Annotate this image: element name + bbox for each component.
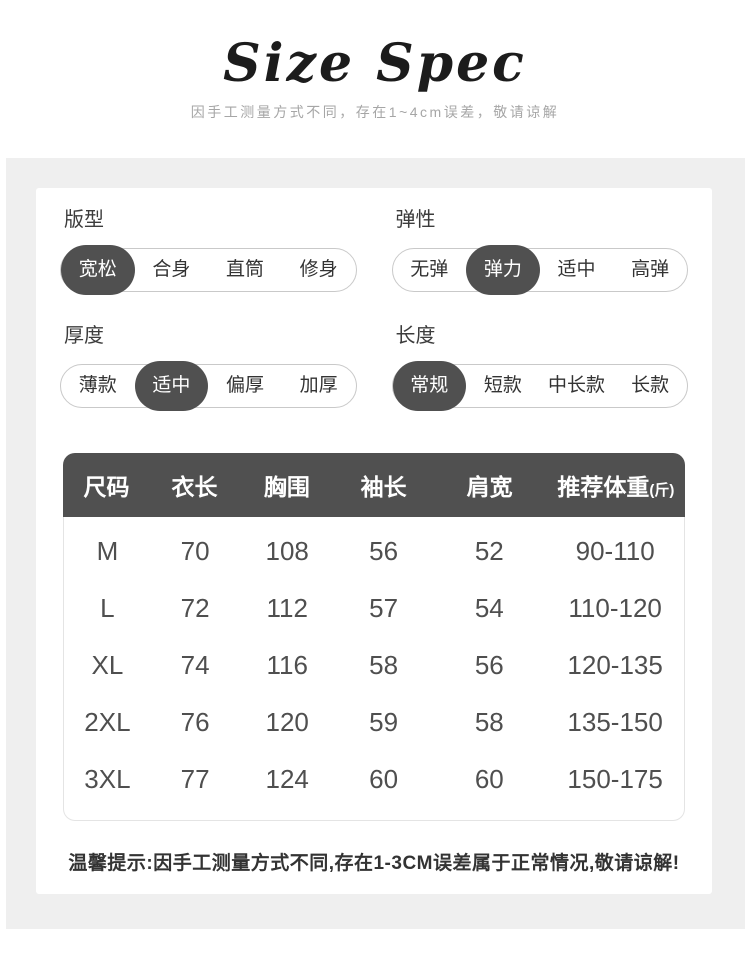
cell-bust: 120 xyxy=(265,707,309,737)
length-option-regular[interactable]: 常规 xyxy=(392,361,467,411)
cell-sleeve: 58 xyxy=(369,650,399,680)
filter-group-thickness: 厚度 薄款 适中 偏厚 加厚 xyxy=(60,324,357,411)
cell-bust: 116 xyxy=(266,650,308,680)
cell-sleeve: 56 xyxy=(369,536,399,566)
cell-weight: 90-110 xyxy=(575,536,655,566)
fit-option-slim[interactable]: 修身 xyxy=(299,259,338,280)
column-header-sleeve: 袖长 xyxy=(360,474,407,500)
cell-weight: 120-135 xyxy=(567,650,663,680)
cell-garment-length: 72 xyxy=(180,593,210,623)
elasticity-option-none[interactable]: 无弹 xyxy=(410,259,449,280)
table-row: L 72 112 57 54 110-120 xyxy=(64,580,684,637)
cell-bust: 124 xyxy=(265,764,309,794)
table-row: 2XL 76 120 59 58 135-150 xyxy=(64,694,684,751)
length-option-group: 常规 短款 中长款 长款 xyxy=(391,361,688,411)
column-header-weight-text: 推荐体重 xyxy=(557,474,650,500)
filter-label-length: 长度 xyxy=(395,325,436,347)
thickness-option-thicker[interactable]: 偏厚 xyxy=(226,375,265,396)
page-title: Size Spec xyxy=(223,33,527,94)
cell-weight: 150-175 xyxy=(567,764,663,794)
fit-option-group: 宽松 合身 直筒 修身 xyxy=(60,245,357,295)
elasticity-option-medium[interactable]: 适中 xyxy=(557,259,596,280)
fit-option-straight[interactable]: 直筒 xyxy=(226,259,265,280)
size-table-body: M 70 108 56 52 90-110 L 72 112 57 54 110… xyxy=(63,517,685,821)
cell-garment-length: 74 xyxy=(180,650,210,680)
cell-size: L xyxy=(100,593,115,623)
cell-size: M xyxy=(96,536,119,566)
cell-shoulder: 60 xyxy=(474,764,504,794)
filter-group-length: 长度 常规 短款 中长款 长款 xyxy=(391,324,688,411)
cell-bust: 108 xyxy=(265,536,309,566)
weight-unit-label: (斤) xyxy=(649,482,675,499)
measurement-note: 温馨提示:因手工测量方式不同,存在1-3CM误差属于正常情况,敬请谅解! xyxy=(68,853,680,874)
elasticity-option-group: 无弹 弹力 适中 高弹 xyxy=(391,245,688,295)
cell-size: XL xyxy=(91,650,124,680)
page-subtitle: 因手工测量方式不同，存在1~4cm误差，敬请谅解 xyxy=(190,104,560,120)
filter-group-elasticity: 弹性 无弹 弹力 适中 高弹 xyxy=(391,208,688,295)
column-header-size: 尺码 xyxy=(83,474,130,500)
cell-sleeve: 59 xyxy=(369,707,399,737)
cell-weight: 110-120 xyxy=(568,593,662,623)
fit-option-fitted[interactable]: 合身 xyxy=(152,259,191,280)
cell-weight: 135-150 xyxy=(567,707,663,737)
length-option-short[interactable]: 短款 xyxy=(483,375,522,396)
cell-shoulder: 52 xyxy=(474,536,504,566)
thickness-option-medium[interactable]: 适中 xyxy=(134,361,209,411)
cell-sleeve: 57 xyxy=(369,593,399,623)
size-table-header: 尺码 衣长 胸围 袖长 肩宽 推荐体重(斤) xyxy=(63,453,685,517)
size-table: 尺码 衣长 胸围 袖长 肩宽 推荐体重(斤) M 70 108 56 52 90… xyxy=(63,453,685,821)
table-row: M 70 108 56 52 90-110 xyxy=(64,523,684,580)
filter-label-thickness: 厚度 xyxy=(64,325,104,347)
filter-label-fit: 版型 xyxy=(64,209,104,231)
cell-sleeve: 60 xyxy=(369,764,399,794)
cell-size: 2XL xyxy=(84,707,131,737)
table-row: 3XL 77 124 60 60 150-175 xyxy=(64,751,684,808)
page-header: Size Spec 因手工测量方式不同，存在1~4cm误差，敬请谅解 xyxy=(0,0,750,158)
cell-shoulder: 58 xyxy=(474,707,504,737)
thickness-option-group: 薄款 适中 偏厚 加厚 xyxy=(60,361,357,411)
column-header-shoulder: 肩宽 xyxy=(466,474,513,500)
column-header-weight: 推荐体重(斤) xyxy=(547,468,685,502)
cell-shoulder: 54 xyxy=(474,593,504,623)
cell-garment-length: 77 xyxy=(180,764,210,794)
table-row: XL 74 116 58 56 120-135 xyxy=(64,637,684,694)
column-header-garment-length: 衣长 xyxy=(171,474,218,500)
column-header-bust: 胸围 xyxy=(263,474,310,500)
filter-group-fit: 版型 宽松 合身 直筒 修身 xyxy=(60,208,357,295)
cell-bust: 112 xyxy=(266,593,308,623)
cell-shoulder: 56 xyxy=(474,650,504,680)
filter-label-elasticity: 弹性 xyxy=(395,209,436,231)
elasticity-option-stretch[interactable]: 弹力 xyxy=(466,245,540,295)
fit-option-loose[interactable]: 宽松 xyxy=(61,245,135,295)
content-panel: 版型 宽松 合身 直筒 修身 弹性 无弹 弹力 适中 高弹 xyxy=(6,158,745,929)
length-option-midlong[interactable]: 中长款 xyxy=(548,375,606,396)
cell-garment-length: 76 xyxy=(180,707,210,737)
thickness-option-thin[interactable]: 薄款 xyxy=(78,375,117,396)
cell-garment-length: 70 xyxy=(180,536,210,566)
cell-size: 3XL xyxy=(84,764,131,794)
spec-card: 版型 宽松 合身 直筒 修身 弹性 无弹 弹力 适中 高弹 xyxy=(36,188,712,894)
elasticity-option-high[interactable]: 高弹 xyxy=(631,259,670,280)
attribute-filters: 版型 宽松 合身 直筒 修身 弹性 无弹 弹力 适中 高弹 xyxy=(36,188,712,411)
thickness-option-padded[interactable]: 加厚 xyxy=(299,375,338,396)
length-option-long[interactable]: 长款 xyxy=(631,375,670,396)
